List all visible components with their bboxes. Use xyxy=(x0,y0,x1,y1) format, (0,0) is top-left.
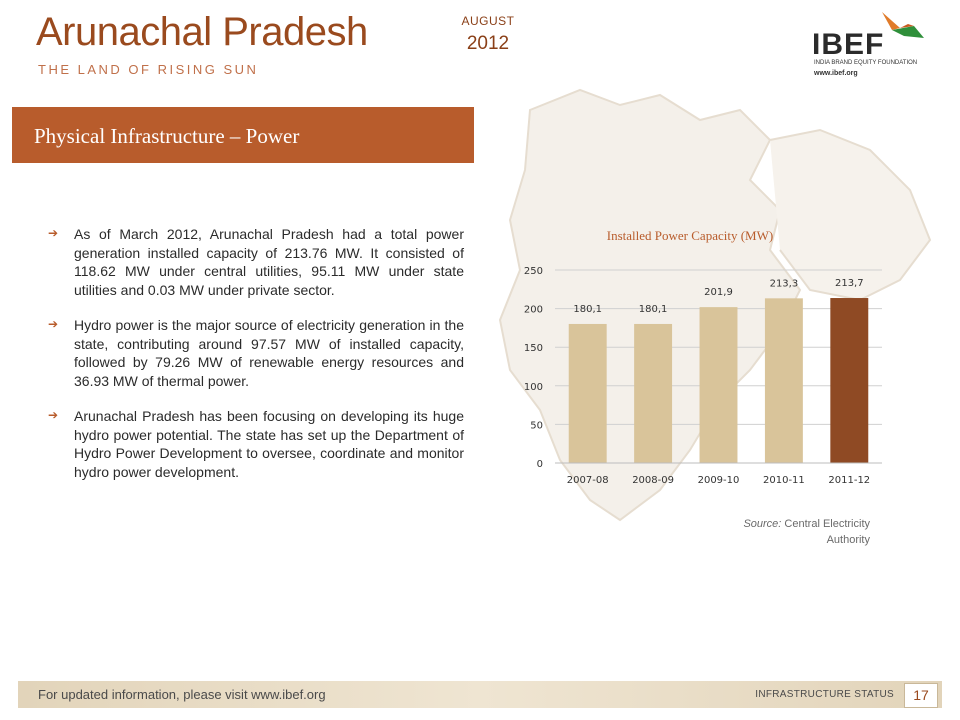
x-tick-label: 2010-11 xyxy=(763,475,805,486)
y-tick-label: 100 xyxy=(524,382,543,393)
logo-text: IBEF xyxy=(812,28,885,61)
bar xyxy=(764,298,803,463)
data-label: 213,3 xyxy=(770,278,799,289)
source-text: Central Electricity Authority xyxy=(784,518,870,546)
logo-url: www.ibef.org xyxy=(814,70,858,77)
arrow-right-icon: ➔ xyxy=(48,317,59,331)
bar xyxy=(634,323,673,463)
y-tick-label: 50 xyxy=(530,420,543,431)
page-subtitle: THE LAND OF RISING SUN xyxy=(38,62,259,77)
bullet-item: ➔ As of March 2012, Arunachal Pradesh ha… xyxy=(48,225,464,299)
date-year: 2012 xyxy=(466,33,510,54)
date-month: AUGUST xyxy=(461,14,515,28)
x-tick-label: 2007-08 xyxy=(567,475,609,486)
data-label: 180,1 xyxy=(573,304,602,315)
y-tick-label: 150 xyxy=(524,343,543,354)
section-title: Physical Infrastructure – Power xyxy=(34,124,300,148)
footer-link-text[interactable]: For updated information, please visit ww… xyxy=(38,687,326,702)
bullet-list: ➔ As of March 2012, Arunachal Pradesh ha… xyxy=(48,225,464,498)
bullet-item: ➔ Arunachal Pradesh has been focusing on… xyxy=(48,407,464,481)
source-note: Source: Central Electricity Authority xyxy=(700,516,870,548)
x-tick-label: 2009-10 xyxy=(698,475,740,486)
y-tick-label: 0 xyxy=(537,459,543,470)
logo-subtext: INDIA BRAND EQUITY FOUNDATION xyxy=(814,60,918,66)
chart-title: Installed Power Capacity (MW) xyxy=(606,228,774,243)
footer-bar: For updated information, please visit ww… xyxy=(18,681,942,708)
page-title: Arunachal Pradesh xyxy=(36,10,368,54)
source-label: Source: xyxy=(743,518,782,530)
bar xyxy=(568,323,607,463)
bullet-text: Hydro power is the major source of elect… xyxy=(74,317,464,389)
page-number: 17 xyxy=(904,683,938,708)
power-capacity-bar-chart: 0 50 100 150 200 250 180,1 2007-08 180,1 2008-09 2… xyxy=(524,266,882,486)
data-label: 180,1 xyxy=(639,304,668,315)
x-tick-label: 2008-09 xyxy=(632,475,674,486)
bullet-text: Arunachal Pradesh has been focusing on d… xyxy=(74,408,464,480)
arrow-right-icon: ➔ xyxy=(48,408,59,422)
data-label: 213,7 xyxy=(835,278,864,289)
x-tick-label: 2011-12 xyxy=(828,475,870,486)
data-label: 201,9 xyxy=(704,287,733,298)
bullet-text: As of March 2012, Arunachal Pradesh had … xyxy=(74,226,464,298)
bar xyxy=(830,298,869,463)
section-header-bar: Physical Infrastructure – Power xyxy=(12,107,474,163)
bar xyxy=(699,307,738,463)
y-tick-label: 250 xyxy=(524,266,543,277)
y-tick-label: 200 xyxy=(524,305,543,316)
bullet-item: ➔ Hydro power is the major source of ele… xyxy=(48,316,464,390)
bird-logo-icon xyxy=(882,12,924,38)
arrow-right-icon: ➔ xyxy=(48,226,59,240)
footer-status: INFRASTRUCTURE STATUS xyxy=(755,689,894,700)
ibef-logo: IBEF INDIA BRAND EQUITY FOUNDATION www.i… xyxy=(812,8,932,88)
